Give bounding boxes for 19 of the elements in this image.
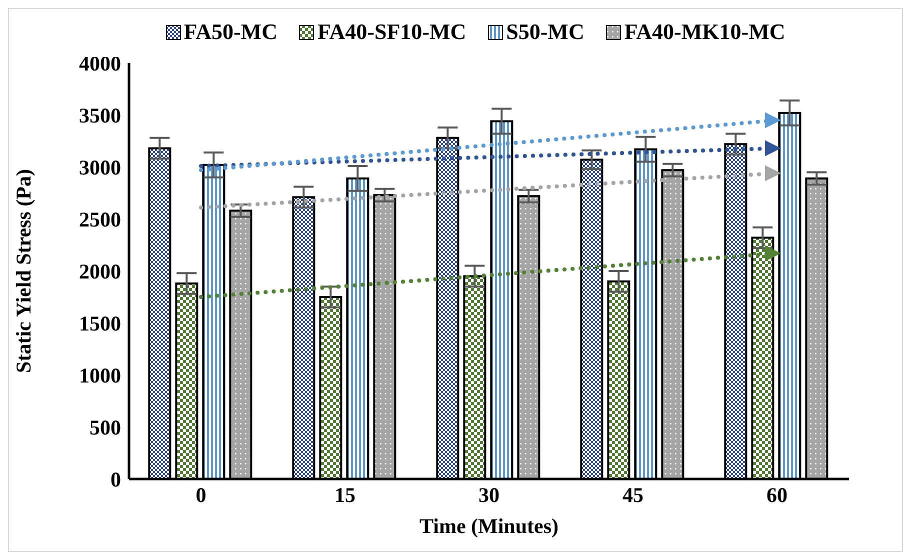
legend-label: FA50-MC — [184, 19, 278, 45]
legend-label: S50-MC — [506, 19, 584, 45]
y-tick-label: 500 — [90, 415, 121, 440]
x-axis-title: Time (Minutes) — [419, 514, 559, 538]
legend-label: FA40-MK10-MC — [624, 19, 786, 45]
x-tick-label: 45 — [622, 482, 644, 507]
x-tick-label: 30 — [478, 482, 500, 507]
y-tick-label: 0 — [110, 467, 121, 492]
x-tick-label: 0 — [196, 482, 206, 507]
y-axis-title: Static Yield Stress (Pa) — [11, 169, 36, 373]
y-tick-label: 2000 — [79, 259, 121, 284]
x-tick-label: 15 — [334, 482, 356, 507]
legend-label: FA40-SF10-MC — [317, 19, 466, 45]
y-tick-label: 2500 — [79, 207, 121, 232]
x-tick-label: 60 — [766, 482, 788, 507]
y-tick-label: 3000 — [79, 155, 121, 180]
y-tick-label: 1500 — [79, 311, 121, 336]
y-tick-label: 3500 — [79, 103, 121, 128]
y-tick-label: 1000 — [79, 363, 121, 388]
